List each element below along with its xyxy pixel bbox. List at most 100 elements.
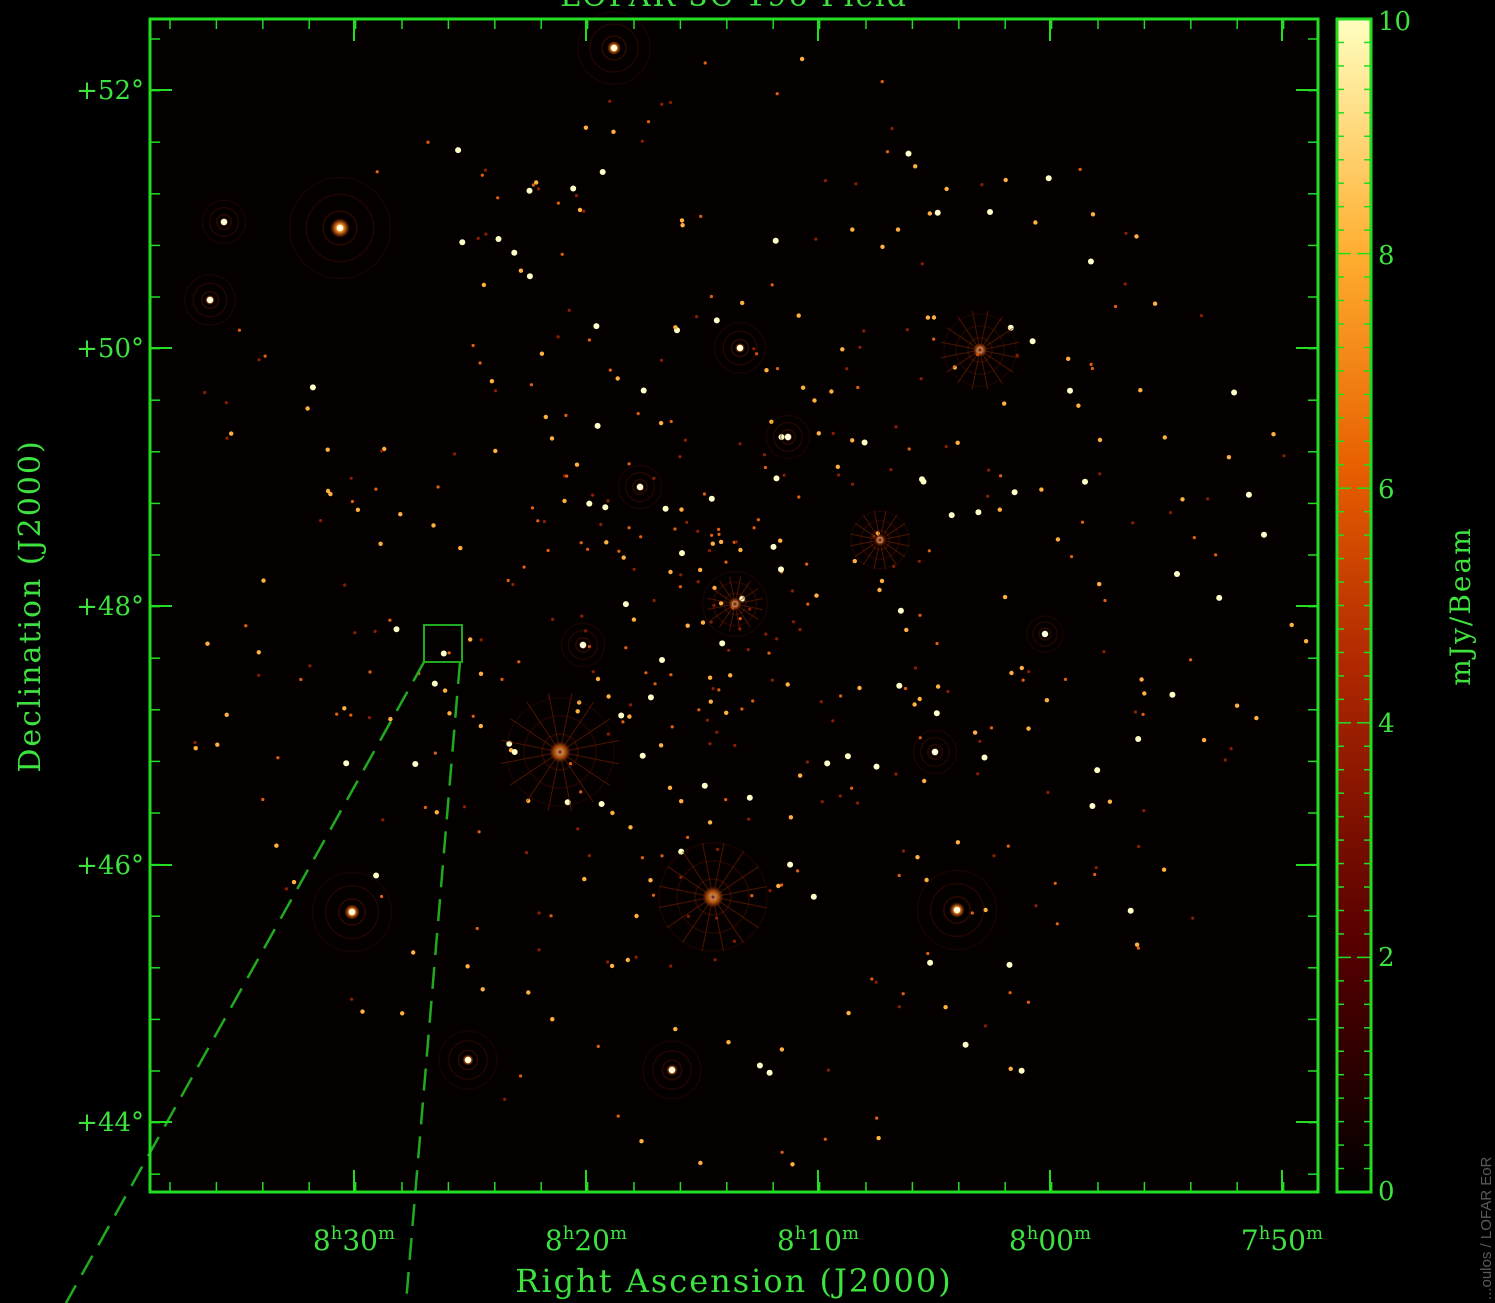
radio-source <box>752 526 756 530</box>
radio-source <box>531 183 536 187</box>
radio-source <box>796 869 800 873</box>
radio-source <box>831 431 835 435</box>
radio-source <box>897 873 901 878</box>
radio-source <box>678 455 682 459</box>
radio-source <box>621 555 626 560</box>
radio-source <box>611 129 616 134</box>
radio-source <box>738 442 742 446</box>
radio-source <box>244 624 248 628</box>
radio-source <box>542 519 547 524</box>
radio-source <box>944 445 948 449</box>
colorbar-title: mJy/Beam <box>1444 526 1477 685</box>
sidelobe-ring <box>624 471 656 503</box>
radio-source <box>595 676 601 682</box>
x-tick-label: 8h00m <box>1009 1223 1091 1257</box>
radio-source <box>433 751 437 755</box>
radio-source <box>724 710 729 715</box>
radio-source <box>713 317 720 324</box>
radio-source <box>468 637 473 642</box>
radio-source <box>631 617 637 622</box>
sidelobe-ring <box>457 1049 479 1071</box>
radio-source <box>546 548 550 553</box>
radio-source <box>256 650 261 655</box>
radio-source <box>276 756 280 760</box>
radio-source <box>1234 703 1240 708</box>
radio-source <box>382 446 387 452</box>
radio-source <box>1107 799 1113 804</box>
radio-source <box>861 439 868 446</box>
radio-source <box>764 632 768 636</box>
image-credit: ...oulos / LOFAR EoR <box>1478 1156 1495 1300</box>
radio-source <box>388 716 393 722</box>
x-tick-label: 8h30m <box>313 1223 395 1257</box>
radio-source <box>826 1068 831 1072</box>
radio-source <box>920 262 924 266</box>
radio-source <box>549 914 553 918</box>
radio-source <box>734 540 738 544</box>
radio-source <box>1191 916 1195 920</box>
radio-source <box>308 664 312 668</box>
radio-source <box>1136 946 1140 950</box>
radio-source <box>856 801 860 805</box>
colorbar-tick-label: 0 <box>1378 1177 1395 1207</box>
radio-source <box>1026 726 1031 731</box>
radio-source <box>800 385 806 390</box>
radio-source <box>905 328 910 332</box>
radio-source <box>658 743 664 748</box>
radio-source <box>1142 809 1146 813</box>
radio-source <box>632 567 636 571</box>
radio-source <box>719 640 726 647</box>
radio-source <box>627 526 631 530</box>
radio-source <box>599 522 603 527</box>
radio-source <box>912 702 917 707</box>
radio-source <box>580 614 584 618</box>
sidelobe-ring <box>338 898 366 926</box>
figure-title: LOFAR 3C 196 Field <box>560 0 908 14</box>
radio-source <box>933 710 940 717</box>
radio-source <box>983 1024 988 1028</box>
radio-source <box>797 495 801 499</box>
radio-source <box>851 482 855 486</box>
sidelobe-ring <box>765 414 811 460</box>
radio-source <box>319 519 323 523</box>
radio-source <box>668 569 673 575</box>
radio-source <box>897 607 904 614</box>
radio-source <box>922 778 927 784</box>
radio-source <box>567 308 571 312</box>
radio-source <box>596 1044 600 1048</box>
radio-source <box>955 840 961 845</box>
radio-source <box>874 980 878 984</box>
radio-source <box>471 343 475 348</box>
radio-source <box>946 689 950 694</box>
radio-source <box>586 547 590 551</box>
radio-source <box>506 578 510 583</box>
bright-source <box>1041 630 1049 638</box>
radio-source <box>718 601 724 606</box>
radio-source <box>1055 537 1061 542</box>
radio-source <box>651 893 656 897</box>
radio-source <box>1152 301 1158 306</box>
radio-source <box>475 926 479 931</box>
radio-source <box>699 214 703 218</box>
radio-source <box>660 102 664 106</box>
radio-source <box>476 236 480 240</box>
radio-source <box>604 540 609 545</box>
radio-source <box>431 680 438 687</box>
sidelobe-ring <box>780 429 796 445</box>
radio-source <box>703 61 707 65</box>
radio-source <box>653 682 657 686</box>
sidelobe-ring <box>560 622 606 668</box>
radio-source <box>411 950 416 955</box>
radio-source <box>852 558 857 564</box>
radio-source <box>543 414 548 420</box>
radio-source <box>769 419 774 424</box>
radio-source <box>698 1160 703 1166</box>
radio-source <box>756 518 761 522</box>
radio-source <box>489 379 495 384</box>
radio-source <box>447 711 452 716</box>
radio-source <box>477 830 481 834</box>
radio-source <box>1089 362 1093 366</box>
radio-source <box>1135 736 1142 742</box>
radio-source <box>857 685 862 691</box>
radio-source <box>805 760 810 764</box>
